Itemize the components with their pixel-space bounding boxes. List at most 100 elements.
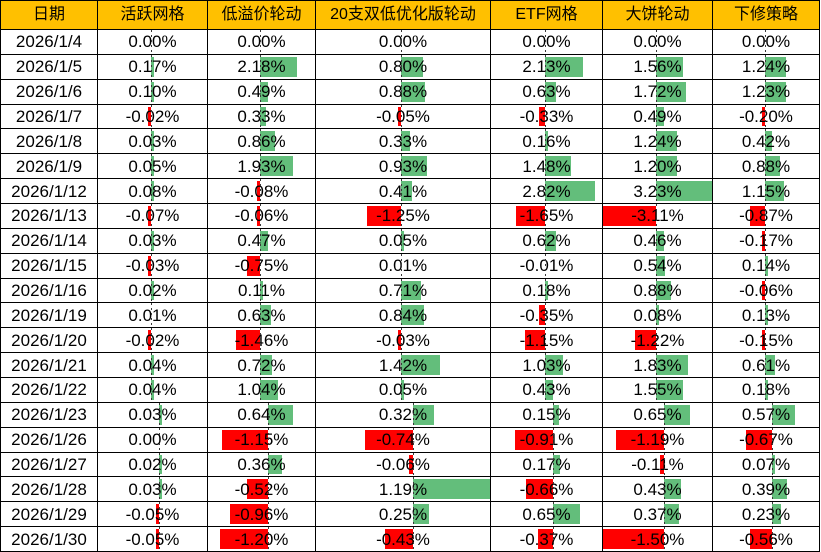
date-cell[interactable]: 2026/1/12	[1, 179, 97, 203]
value-cell[interactable]: 0.05%	[98, 154, 207, 179]
value-cell[interactable]: 0.49%	[208, 79, 315, 104]
value-cell[interactable]: -1.50%	[603, 527, 712, 551]
value-cell[interactable]: -0.33%	[491, 104, 602, 129]
value-cell[interactable]: 0.71%	[316, 278, 490, 303]
value-cell[interactable]: -1.19%	[603, 427, 712, 452]
value-cell[interactable]: 0.17%	[491, 452, 602, 477]
value-cell[interactable]: 0.63%	[491, 79, 602, 104]
value-cell[interactable]: 0.37%	[603, 502, 712, 527]
value-cell[interactable]: 0.13%	[713, 303, 819, 328]
date-cell[interactable]: 2026/1/16	[1, 278, 97, 303]
value-cell[interactable]: 0.33%	[316, 129, 490, 154]
value-cell[interactable]: 2.13%	[491, 54, 602, 79]
value-cell[interactable]: 0.05%	[316, 378, 490, 402]
value-cell[interactable]: 1.72%	[603, 79, 712, 104]
date-cell[interactable]: 2026/1/5	[1, 54, 97, 79]
value-cell[interactable]: 0.18%	[491, 278, 602, 303]
value-cell[interactable]: -1.25%	[316, 204, 490, 228]
value-cell[interactable]: 0.04%	[98, 378, 207, 402]
value-cell[interactable]: -1.15%	[208, 427, 315, 452]
value-cell[interactable]: -0.06%	[208, 204, 315, 228]
value-cell[interactable]: 1.93%	[208, 154, 315, 179]
value-cell[interactable]: 1.04%	[208, 378, 315, 402]
value-cell[interactable]: 0.00%	[491, 30, 602, 54]
value-cell[interactable]: 3.23%	[603, 179, 712, 203]
value-cell[interactable]: 1.20%	[603, 154, 712, 179]
value-cell[interactable]: 0.46%	[603, 228, 712, 253]
value-cell[interactable]: 0.00%	[713, 30, 819, 54]
value-cell[interactable]: 0.00%	[98, 30, 207, 54]
value-cell[interactable]: 0.65%	[603, 402, 712, 427]
value-cell[interactable]: 0.07%	[713, 452, 819, 477]
value-cell[interactable]: -0.37%	[491, 527, 602, 551]
value-cell[interactable]: 0.54%	[603, 253, 712, 278]
date-cell[interactable]: 2026/1/28	[1, 477, 97, 502]
value-cell[interactable]: 0.00%	[316, 30, 490, 54]
value-cell[interactable]: 0.00%	[98, 427, 207, 452]
value-cell[interactable]: -0.43%	[316, 527, 490, 551]
value-cell[interactable]: -1.22%	[603, 328, 712, 353]
value-cell[interactable]: 1.42%	[316, 353, 490, 377]
date-cell[interactable]: 2026/1/19	[1, 303, 97, 328]
value-cell[interactable]: -1.20%	[208, 527, 315, 551]
column-header-5[interactable]: 大饼轮动	[603, 1, 712, 29]
value-cell[interactable]: 0.63%	[208, 303, 315, 328]
column-header-6[interactable]: 下修策略	[713, 1, 819, 29]
value-cell[interactable]: 1.83%	[603, 353, 712, 377]
value-cell[interactable]: 0.05%	[316, 228, 490, 253]
value-cell[interactable]: -0.87%	[713, 204, 819, 228]
date-cell[interactable]: 2026/1/23	[1, 402, 97, 427]
value-cell[interactable]: -0.20%	[713, 104, 819, 129]
value-cell[interactable]: -0.07%	[98, 204, 207, 228]
value-cell[interactable]: 0.36%	[208, 452, 315, 477]
value-cell[interactable]: 0.57%	[713, 402, 819, 427]
value-cell[interactable]: 0.03%	[98, 402, 207, 427]
value-cell[interactable]: -0.05%	[316, 104, 490, 129]
column-header-4[interactable]: ETF网格	[491, 1, 602, 29]
value-cell[interactable]: 1.19%	[316, 477, 490, 502]
value-cell[interactable]: 0.25%	[316, 502, 490, 527]
value-cell[interactable]: 0.14%	[713, 253, 819, 278]
date-cell[interactable]: 2026/1/8	[1, 129, 97, 154]
value-cell[interactable]: 0.64%	[208, 402, 315, 427]
value-cell[interactable]: 1.55%	[603, 378, 712, 402]
value-cell[interactable]: -3.11%	[603, 204, 712, 228]
value-cell[interactable]: 0.42%	[713, 129, 819, 154]
value-cell[interactable]: -0.05%	[98, 527, 207, 551]
date-cell[interactable]: 2026/1/21	[1, 353, 97, 377]
value-cell[interactable]: 0.17%	[98, 54, 207, 79]
value-cell[interactable]: 0.11%	[208, 278, 315, 303]
value-cell[interactable]: 2.82%	[491, 179, 602, 203]
date-cell[interactable]: 2026/1/30	[1, 527, 97, 551]
date-cell[interactable]: 2026/1/9	[1, 154, 97, 179]
value-cell[interactable]: 1.48%	[491, 154, 602, 179]
date-cell[interactable]: 2026/1/26	[1, 427, 97, 452]
value-cell[interactable]: -1.65%	[491, 204, 602, 228]
value-cell[interactable]: 1.15%	[713, 179, 819, 203]
value-cell[interactable]: -0.52%	[208, 477, 315, 502]
value-cell[interactable]: 1.23%	[713, 79, 819, 104]
value-cell[interactable]: 2.18%	[208, 54, 315, 79]
date-cell[interactable]: 2026/1/22	[1, 378, 97, 402]
value-cell[interactable]: -0.74%	[316, 427, 490, 452]
value-cell[interactable]: 0.61%	[713, 353, 819, 377]
date-cell[interactable]: 2026/1/13	[1, 204, 97, 228]
date-cell[interactable]: 2026/1/15	[1, 253, 97, 278]
value-cell[interactable]: 0.39%	[713, 477, 819, 502]
value-cell[interactable]: -0.03%	[316, 328, 490, 353]
value-cell[interactable]: 0.88%	[316, 79, 490, 104]
value-cell[interactable]: -0.75%	[208, 253, 315, 278]
value-cell[interactable]: 0.43%	[603, 477, 712, 502]
value-cell[interactable]: 0.00%	[603, 30, 712, 54]
value-cell[interactable]: 1.03%	[491, 353, 602, 377]
value-cell[interactable]: 0.49%	[603, 104, 712, 129]
value-cell[interactable]: 0.08%	[98, 179, 207, 203]
value-cell[interactable]: 0.88%	[603, 278, 712, 303]
value-cell[interactable]: -1.15%	[491, 328, 602, 353]
column-header-2[interactable]: 低溢价轮动	[208, 1, 315, 29]
value-cell[interactable]: 0.32%	[316, 402, 490, 427]
value-cell[interactable]: 0.03%	[98, 228, 207, 253]
value-cell[interactable]: 0.02%	[98, 452, 207, 477]
value-cell[interactable]: -0.11%	[603, 452, 712, 477]
column-header-1[interactable]: 活跃网格	[98, 1, 207, 29]
